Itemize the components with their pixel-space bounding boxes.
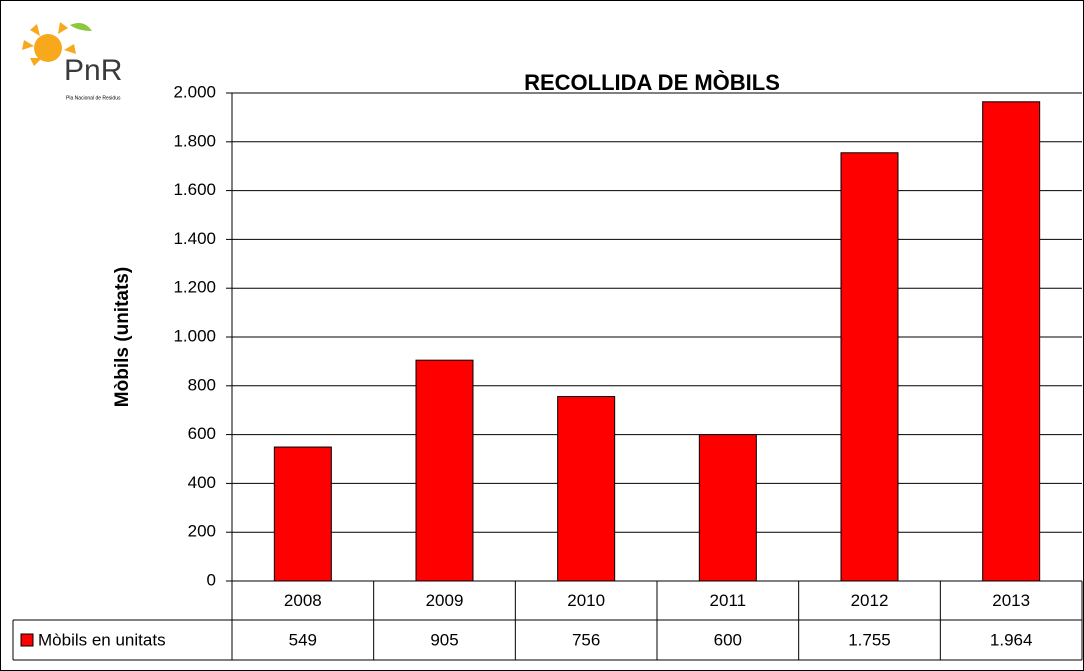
x-tick-label: 2010 [567, 591, 605, 610]
y-tick-label: 1.400 [173, 229, 216, 248]
y-tick-label: 1.600 [173, 180, 216, 199]
logo-sun [34, 34, 62, 62]
y-tick-label: 1.800 [173, 131, 216, 150]
table-value: 1.964 [990, 630, 1033, 649]
logo-leaf [70, 23, 92, 31]
bar [415, 359, 474, 582]
legend-swatch [20, 633, 34, 647]
bar [840, 152, 899, 582]
bar [982, 101, 1041, 582]
logo: PnR Pla Nacional de Residus [22, 22, 122, 101]
y-tick-label: 800 [188, 375, 216, 394]
bar [698, 434, 757, 582]
y-tick-label: 1.000 [173, 326, 216, 345]
bar [273, 446, 332, 582]
x-tick-label: 2008 [284, 591, 322, 610]
y-tick-label: 0 [207, 570, 216, 589]
x-tick-label: 2013 [992, 591, 1030, 610]
x-tick-label: 2009 [426, 591, 464, 610]
table-value: 756 [572, 630, 600, 649]
table-value: 905 [430, 630, 458, 649]
x-tick-label: 2011 [710, 591, 747, 610]
logo-text: PnR [64, 54, 122, 87]
y-tick-label: 600 [188, 424, 216, 443]
y-tick-label: 1.200 [173, 278, 216, 297]
y-tick-label: 2.000 [173, 82, 216, 101]
table-value: 549 [289, 630, 317, 649]
logo-subtitle: Pla Nacional de Residus [66, 95, 121, 101]
logo-rays [22, 22, 76, 66]
y-tick-label: 200 [188, 522, 216, 541]
y-axis-label: Mòbils (unitats) [112, 267, 133, 407]
bar [557, 396, 616, 582]
y-tick-label: 400 [188, 473, 216, 492]
table-value: 600 [714, 630, 742, 649]
x-tick-label: 2012 [851, 591, 889, 610]
table-value: 1.755 [848, 630, 891, 649]
chart-title: RECOLLIDA DE MÒBILS [524, 70, 780, 95]
legend-label: Mòbils en unitats [38, 630, 166, 649]
